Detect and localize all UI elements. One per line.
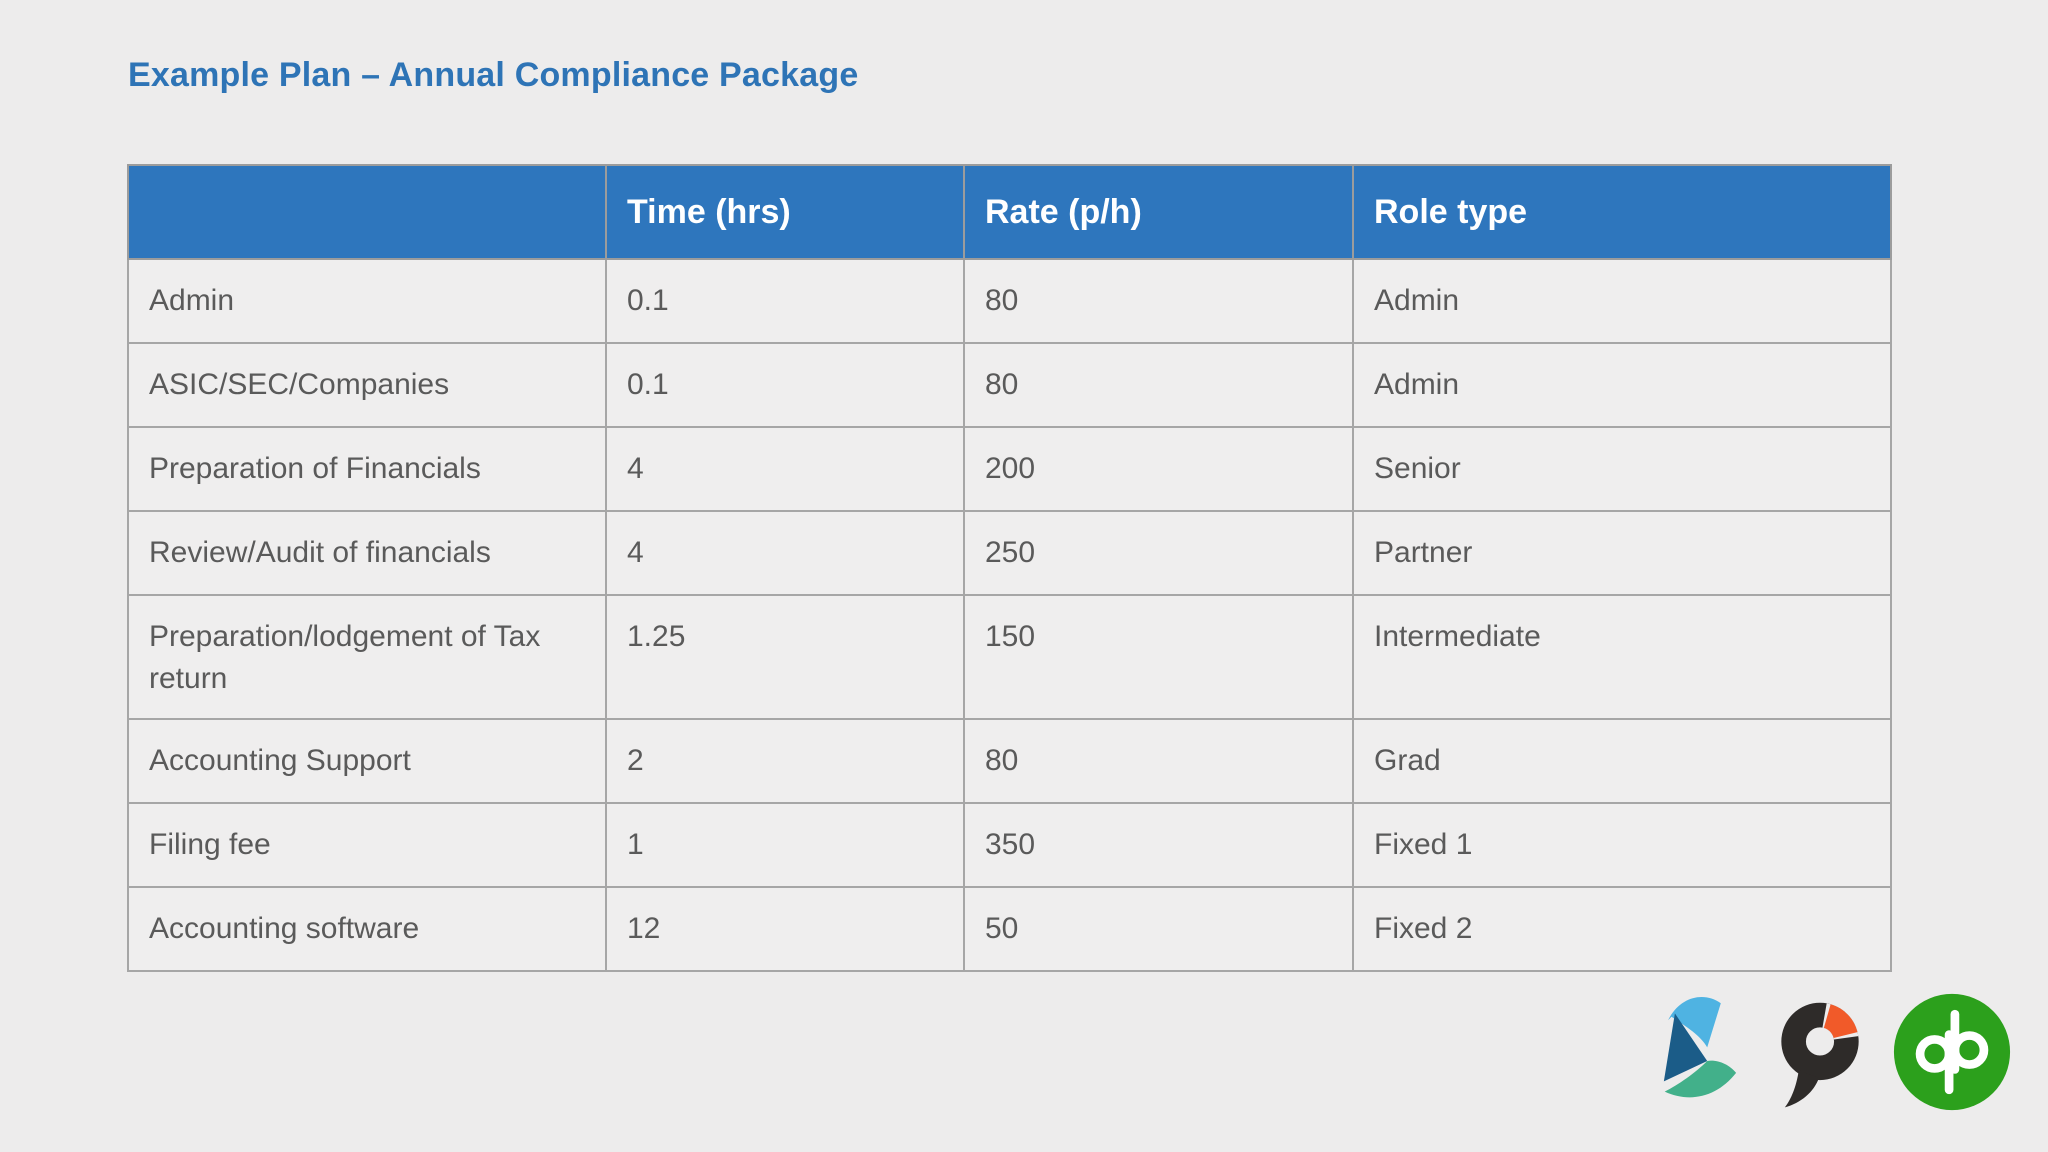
- cell-rate: 200: [963, 426, 1354, 512]
- cell-item: Filing fee: [127, 802, 607, 888]
- cell-role: Grad: [1352, 718, 1892, 804]
- table-row: ASIC/SEC/Companies 0.1 80 Admin: [127, 342, 1892, 428]
- flag-light-blue-shape: [1668, 996, 1721, 1047]
- cell-item: Review/Audit of financials: [127, 510, 607, 596]
- cell-time: 12: [605, 886, 965, 972]
- cell-item: Accounting Support: [127, 718, 607, 804]
- column-header-time: Time (hrs): [605, 164, 965, 260]
- compliance-plan-table: Time (hrs) Rate (p/h) Role type Admin 0.1…: [127, 164, 1892, 972]
- cell-rate: 80: [963, 258, 1354, 344]
- cell-rate: 350: [963, 802, 1354, 888]
- table-row: Preparation of Financials 4 200 Senior: [127, 426, 1892, 512]
- column-header-rate: Rate (p/h): [963, 164, 1354, 260]
- pi-tail: [1784, 1069, 1820, 1108]
- pi-ring: [1781, 1002, 1859, 1081]
- cell-role: Senior: [1352, 426, 1892, 512]
- table-row: Review/Audit of financials 4 250 Partner: [127, 510, 1892, 596]
- cell-item: Preparation of Financials: [127, 426, 607, 512]
- cell-time: 4: [605, 426, 965, 512]
- cell-time: 0.1: [605, 342, 965, 428]
- cell-item: Admin: [127, 258, 607, 344]
- cell-item: Preparation/lodgement of Tax return: [127, 594, 607, 720]
- table-row: Accounting Support 2 80 Grad: [127, 718, 1892, 804]
- cell-rate: 50: [963, 886, 1354, 972]
- cell-rate: 80: [963, 718, 1354, 804]
- cell-time: 2: [605, 718, 965, 804]
- cell-role: Fixed 1: [1352, 802, 1892, 888]
- cell-role: Fixed 2: [1352, 886, 1892, 972]
- table-header-row: Time (hrs) Rate (p/h) Role type: [127, 164, 1892, 260]
- column-header-role: Role type: [1352, 164, 1892, 260]
- cell-time: 1: [605, 802, 965, 888]
- table-row: Admin 0.1 80 Admin: [127, 258, 1892, 344]
- flag-green-shape: [1664, 1060, 1737, 1097]
- table-body: Admin 0.1 80 Admin ASIC/SEC/Companies 0.1 80 Ad…: [127, 258, 1892, 972]
- pi-orange-wedge: [1823, 1004, 1858, 1039]
- table-header: Time (hrs) Rate (p/h) Role type: [127, 164, 1892, 260]
- cell-role: Partner: [1352, 510, 1892, 596]
- cell-item: ASIC/SEC/Companies: [127, 342, 607, 428]
- flag-dark-blue-shape: [1663, 1012, 1708, 1081]
- cell-time: 1.25: [605, 594, 965, 720]
- cell-rate: 80: [963, 342, 1354, 428]
- table-row: Preparation/lodgement of Tax return 1.25 1…: [127, 594, 1892, 720]
- cell-item: Accounting software: [127, 886, 607, 972]
- cell-time: 4: [605, 510, 965, 596]
- practice-ignition-logo-icon: [1781, 1002, 1859, 1108]
- logo-strip: [1663, 992, 2012, 1112]
- table-row: Accounting software 12 50 Fixed 2: [127, 886, 1892, 972]
- cell-time: 0.1: [605, 258, 965, 344]
- cell-role: Admin: [1352, 258, 1892, 344]
- flag-ribbon-logo-icon: [1663, 996, 1737, 1097]
- column-header-item: [127, 164, 607, 260]
- cell-role: Admin: [1352, 342, 1892, 428]
- table-row: Filing fee 1 350 Fixed 1: [127, 802, 1892, 888]
- quickbooks-logo-icon: [1893, 993, 2011, 1111]
- page-title: Example Plan – Annual Compliance Package: [128, 56, 859, 94]
- cell-role: Intermediate: [1352, 594, 1892, 720]
- cell-rate: 150: [963, 594, 1354, 720]
- cell-rate: 250: [963, 510, 1354, 596]
